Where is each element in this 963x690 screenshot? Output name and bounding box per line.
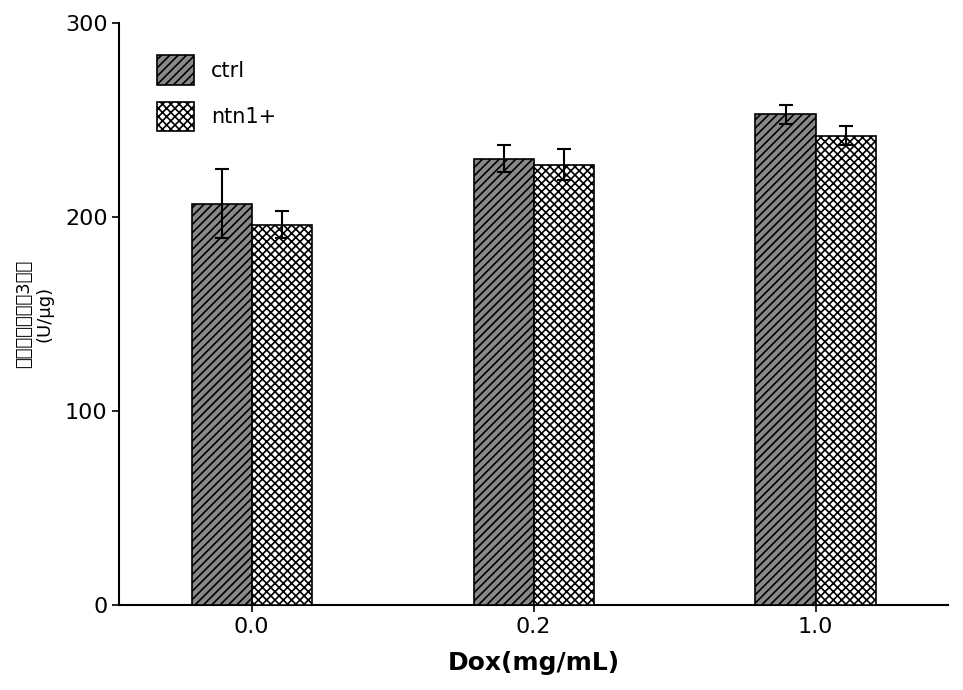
- Bar: [474, 159, 534, 605]
- X-axis label: Dox(mg/mL): Dox(mg/mL): [448, 651, 620, 675]
- Bar: [251, 225, 312, 605]
- Bar: [756, 115, 816, 605]
- Bar: [192, 204, 251, 605]
- Y-axis label: 细胞凋亡蛋白酶3活性
(U/μg): 细胞凋亡蛋白酶3活性 (U/μg): [15, 260, 54, 368]
- Legend: ctrl, ntn1+: ctrl, ntn1+: [146, 45, 287, 141]
- Bar: [534, 165, 594, 605]
- Bar: [816, 135, 875, 605]
